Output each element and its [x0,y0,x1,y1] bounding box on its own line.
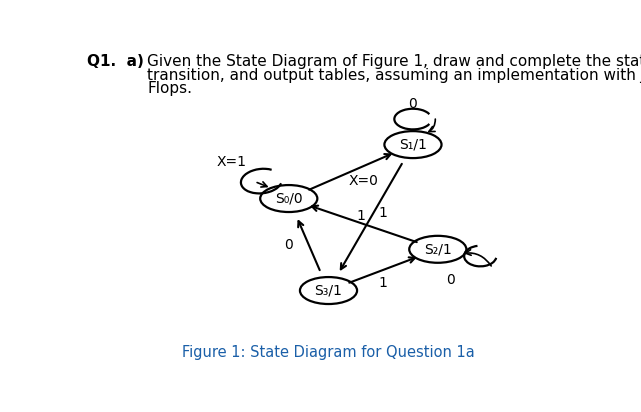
Text: S₁/1: S₁/1 [399,138,427,152]
Text: S₂/1: S₂/1 [424,242,452,256]
Text: Q1.  a): Q1. a) [87,54,144,69]
Text: 0: 0 [446,273,454,287]
Text: 1: 1 [356,209,365,223]
Text: transition, and output tables, assuming an implementation with JK Flip-: transition, and output tables, assuming … [147,68,641,83]
Text: 1: 1 [379,276,388,290]
Text: 1: 1 [379,206,388,220]
Text: X=1: X=1 [217,155,247,169]
Text: S₃/1: S₃/1 [315,283,342,297]
Text: S₀/0: S₀/0 [275,192,303,206]
Text: Flops.: Flops. [147,82,192,96]
Text: 0: 0 [408,97,417,111]
Text: X=0: X=0 [348,174,378,188]
Text: Given the State Diagram of Figure 1, draw and complete the state,: Given the State Diagram of Figure 1, dra… [147,54,641,69]
Text: 0: 0 [285,238,293,252]
Text: Figure 1: State Diagram for Question 1a: Figure 1: State Diagram for Question 1a [182,345,475,360]
